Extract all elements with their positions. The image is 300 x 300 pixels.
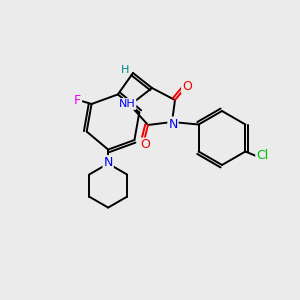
- Text: Cl: Cl: [256, 149, 268, 162]
- Text: H: H: [121, 65, 129, 75]
- Text: O: O: [182, 80, 192, 92]
- Text: F: F: [74, 94, 81, 106]
- Text: NH: NH: [118, 99, 135, 109]
- Text: O: O: [140, 139, 150, 152]
- Text: N: N: [168, 118, 178, 130]
- Text: N: N: [103, 156, 113, 169]
